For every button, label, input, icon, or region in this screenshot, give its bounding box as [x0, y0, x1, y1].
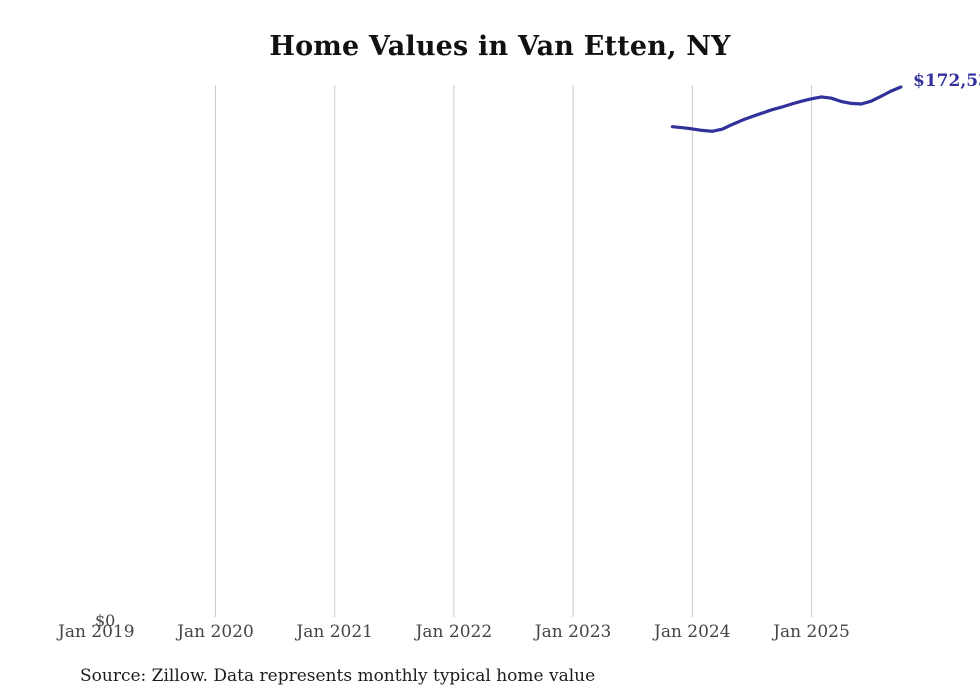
latest-value-label: $172,533: [913, 71, 980, 91]
y-axis-zero-label: $0: [95, 611, 116, 630]
x-tick-label: Jan 2019: [58, 622, 135, 642]
x-tick-label: Jan 2024: [654, 622, 731, 642]
x-tick-label: Jan 2021: [296, 622, 373, 642]
chart-title: Home Values in Van Etten, NY: [269, 31, 731, 62]
x-tick-label: Jan 2020: [177, 622, 254, 642]
home-value-line: [670, 85, 903, 133]
x-tick-label: Jan 2023: [534, 622, 612, 642]
source-note: Source: Zillow. Data represents monthly …: [80, 666, 596, 686]
x-tick-label: Jan 2025: [773, 622, 850, 642]
x-tick-label: Jan 2022: [415, 622, 493, 642]
